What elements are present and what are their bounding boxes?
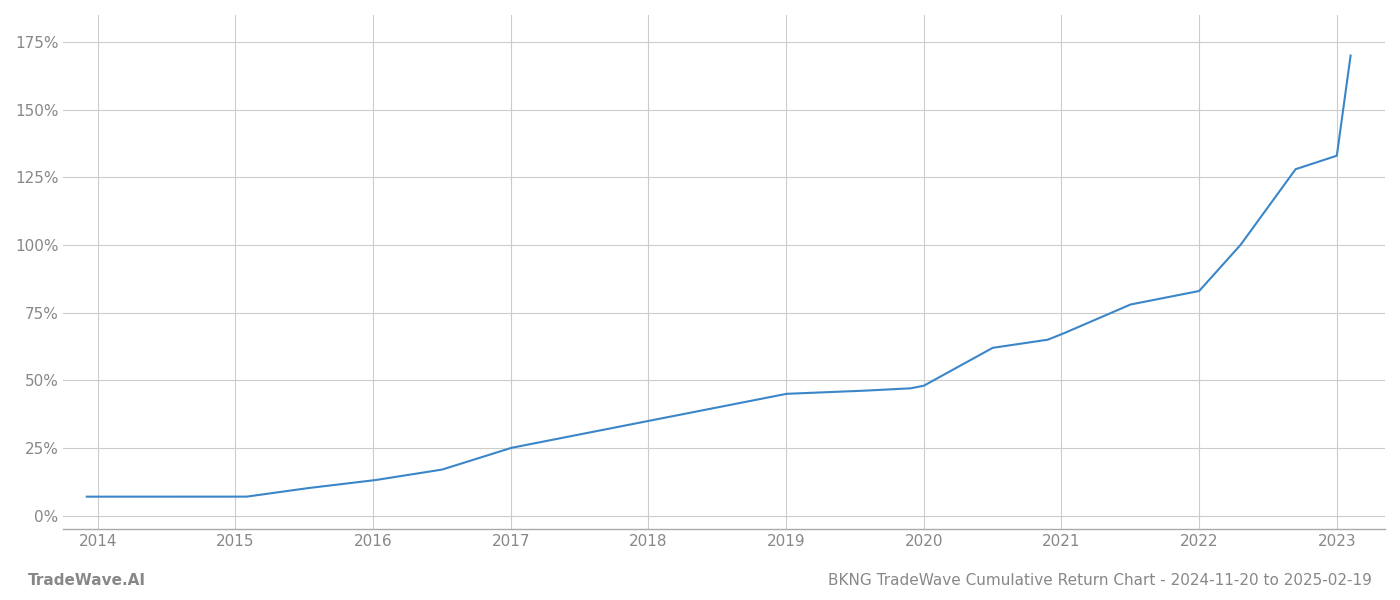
Text: TradeWave.AI: TradeWave.AI xyxy=(28,573,146,588)
Text: BKNG TradeWave Cumulative Return Chart - 2024-11-20 to 2025-02-19: BKNG TradeWave Cumulative Return Chart -… xyxy=(829,573,1372,588)
